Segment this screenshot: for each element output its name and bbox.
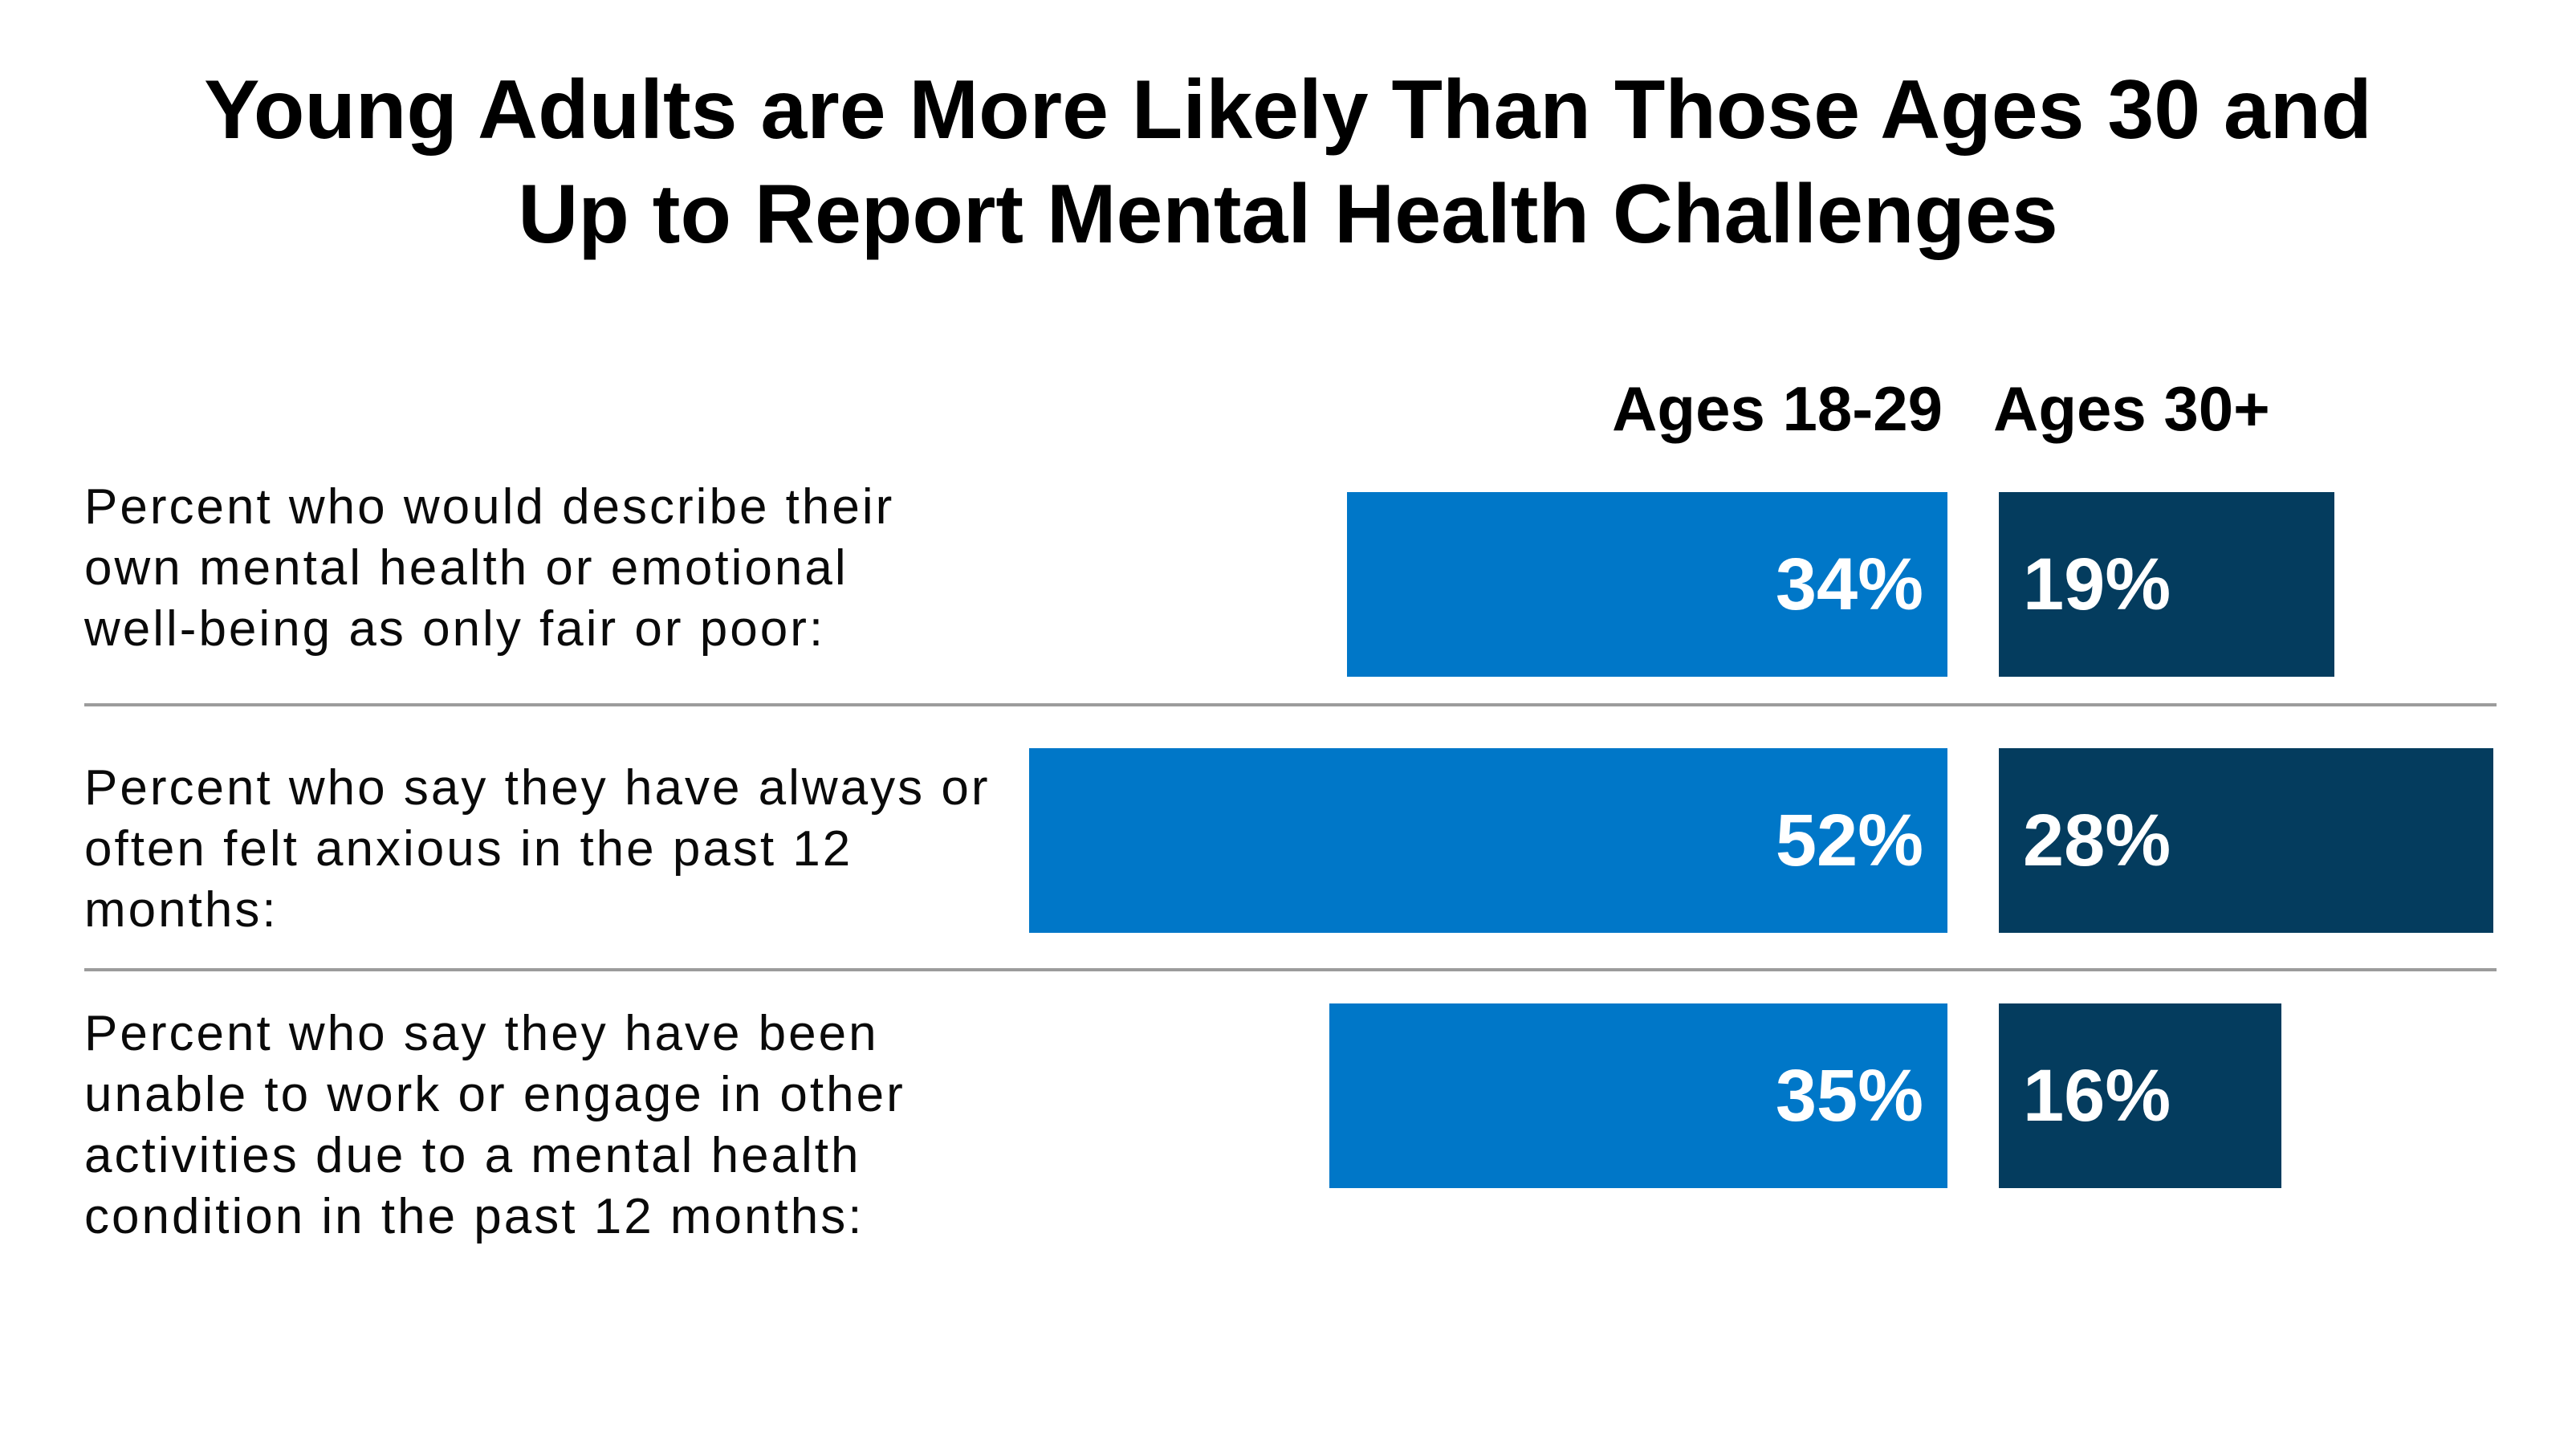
bar-ages-18-29: 34% [1347, 492, 1947, 677]
bar-value-label: 35% [1775, 1055, 1923, 1137]
bar-ages-30-plus: 19% [1999, 492, 2334, 677]
bar-ages-30-plus: 28% [1999, 748, 2493, 933]
row-label: Percent who say they have always or ofte… [84, 760, 991, 938]
chart-title-line-1: Young Adults are More Likely Than Those … [204, 63, 2372, 157]
bar-ages-30-plus: 16% [1999, 1003, 2281, 1188]
chart-row-felt-anxious: Percent who say they have always or ofte… [84, 706, 2497, 971]
column-header-ages-30-plus: Ages 30+ [1993, 373, 2270, 444]
chart-row-unable-to-work: Percent who say they have been unable to… [84, 971, 2497, 1276]
bar-value-label: 28% [2023, 800, 2171, 881]
bar-value-label: 34% [1775, 543, 1923, 625]
bar-value-label: 52% [1775, 800, 1923, 881]
chart-title-line-2: Up to Report Mental Health Challenges [518, 168, 2058, 261]
row-label: Percent who would describe their own men… [84, 479, 895, 657]
chart-title: Young Adults are More Likely Than Those … [0, 58, 2576, 267]
bar-ages-18-29: 52% [1029, 748, 1947, 933]
column-header-ages-18-29: Ages 18-29 [1612, 373, 1943, 444]
chart-row-fair-or-poor: Percent who would describe their own men… [84, 466, 2497, 706]
bar-ages-18-29: 35% [1329, 1003, 1947, 1188]
bar-value-label: 19% [2023, 543, 2171, 625]
row-label: Percent who say they have been unable to… [84, 1006, 905, 1244]
column-headers: Ages 18-29 Ages 30+ [84, 372, 2497, 445]
bar-value-label: 16% [2023, 1055, 2171, 1137]
